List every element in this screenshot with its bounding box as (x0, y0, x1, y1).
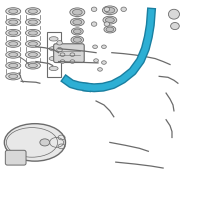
Ellipse shape (94, 59, 98, 62)
Ellipse shape (28, 20, 37, 24)
Ellipse shape (70, 60, 75, 63)
Ellipse shape (28, 31, 37, 35)
Ellipse shape (6, 73, 21, 80)
Ellipse shape (49, 66, 58, 71)
Ellipse shape (28, 63, 37, 68)
Ellipse shape (73, 37, 81, 42)
Ellipse shape (60, 53, 65, 56)
Ellipse shape (6, 51, 21, 58)
Ellipse shape (91, 22, 97, 26)
Ellipse shape (40, 139, 50, 146)
Ellipse shape (102, 61, 106, 64)
Ellipse shape (73, 20, 82, 25)
Ellipse shape (60, 60, 65, 63)
Ellipse shape (6, 29, 21, 36)
Ellipse shape (98, 68, 102, 71)
Ellipse shape (57, 47, 62, 52)
Ellipse shape (104, 26, 116, 33)
Ellipse shape (9, 53, 18, 57)
Ellipse shape (6, 62, 21, 69)
Ellipse shape (28, 53, 37, 57)
Ellipse shape (25, 62, 40, 69)
Ellipse shape (49, 47, 58, 51)
Ellipse shape (70, 53, 75, 56)
Ellipse shape (6, 19, 21, 26)
Ellipse shape (49, 56, 58, 61)
Ellipse shape (57, 41, 62, 45)
Ellipse shape (171, 22, 179, 30)
Ellipse shape (49, 37, 58, 41)
Ellipse shape (25, 40, 40, 47)
Ellipse shape (6, 8, 21, 15)
Ellipse shape (103, 16, 117, 24)
Ellipse shape (102, 45, 106, 49)
Ellipse shape (72, 9, 82, 15)
Ellipse shape (28, 42, 37, 46)
Ellipse shape (9, 74, 18, 78)
Ellipse shape (105, 7, 115, 13)
FancyBboxPatch shape (5, 150, 26, 165)
Ellipse shape (9, 63, 18, 68)
Ellipse shape (9, 9, 18, 13)
Ellipse shape (106, 27, 114, 32)
Ellipse shape (25, 8, 40, 15)
Ellipse shape (104, 7, 110, 11)
Ellipse shape (25, 29, 40, 36)
Ellipse shape (70, 8, 85, 17)
Ellipse shape (9, 31, 18, 35)
Ellipse shape (70, 18, 84, 26)
Ellipse shape (9, 20, 18, 24)
Ellipse shape (93, 45, 97, 49)
Ellipse shape (28, 9, 37, 13)
Ellipse shape (71, 28, 83, 35)
Ellipse shape (6, 40, 21, 47)
Ellipse shape (121, 7, 126, 11)
Ellipse shape (102, 6, 117, 15)
Ellipse shape (25, 51, 40, 58)
Ellipse shape (91, 7, 97, 11)
Ellipse shape (4, 124, 65, 161)
Ellipse shape (105, 18, 114, 23)
Ellipse shape (71, 36, 84, 44)
Ellipse shape (9, 42, 18, 46)
Ellipse shape (73, 29, 81, 34)
Ellipse shape (168, 9, 179, 19)
FancyBboxPatch shape (54, 44, 84, 63)
Ellipse shape (104, 22, 110, 26)
Ellipse shape (25, 19, 40, 26)
